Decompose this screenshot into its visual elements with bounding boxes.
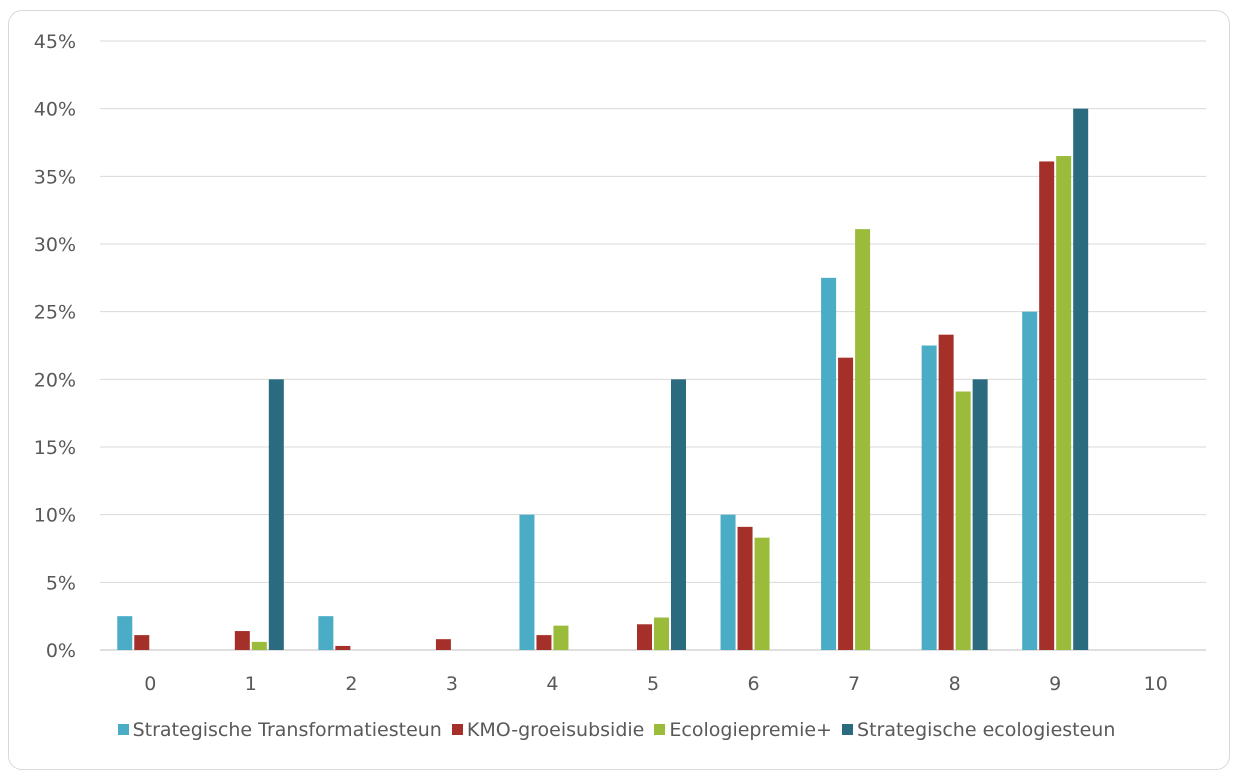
legend-item-kmo-groeisubsidie: KMO-groeisubsidie <box>451 718 645 741</box>
bar-strategische-transformatiesteun-4 <box>519 514 535 650</box>
x-tick-label: 4 <box>546 673 558 695</box>
legend-item-strategische-transformatiesteun: Strategische Transformatiesteun <box>117 718 442 741</box>
bar-strategische-ecologiesteun-1 <box>268 379 284 650</box>
bar-kmo-groeisubsidie-4 <box>536 635 552 650</box>
bar-ecologiepremie-9 <box>1056 156 1072 651</box>
bar-kmo-groeisubsidie-5 <box>637 624 652 650</box>
legend-item-strategische-ecologiesteun: Strategische ecologiesteun <box>842 719 1115 741</box>
x-tick-label: 7 <box>848 673 860 695</box>
bar-ecologiepremie-5 <box>654 617 669 650</box>
bar-kmo-groeisubsidie-3 <box>435 639 451 650</box>
bar-strategische-transformatiesteun-7 <box>821 277 837 650</box>
y-tick-label: 15% <box>34 437 76 459</box>
bar-ecologiepremie-4 <box>553 625 569 650</box>
gridlines <box>100 40 1206 651</box>
x-axis-labels: 0 1 2 3 4 5 6 7 8 9 10 <box>144 673 1168 695</box>
x-tick-label: 2 <box>345 673 357 695</box>
x-tick-label: 3 <box>446 673 458 695</box>
legend-label: Ecologiepremie+ <box>669 718 832 741</box>
bar-strategische-ecologiesteun-5 <box>671 379 686 650</box>
x-tick-label: 9 <box>1049 673 1061 695</box>
bar-strategische-ecologiesteun-9 <box>1073 108 1089 650</box>
y-tick-label: 40% <box>34 99 76 121</box>
y-tick-label: 30% <box>34 234 76 256</box>
y-tick-label: 35% <box>34 166 76 188</box>
y-tick-label: 5% <box>46 572 76 594</box>
bar-chart: 0% 5% 10% 15% 20% 25% 30% 35% 40% 45% 0 1 2 3 4 5 6 7 8 9 1… <box>34 31 1206 695</box>
bar-strategische-transformatiesteun-6 <box>720 514 736 650</box>
y-tick-label: 0% <box>46 640 76 662</box>
x-tick-label: 10 <box>1144 673 1168 695</box>
bar-strategische-transformatiesteun-8 <box>921 345 937 650</box>
y-tick-label: 25% <box>34 302 76 324</box>
bar-strategische-ecologiesteun-8 <box>972 379 988 650</box>
bar-kmo-groeisubsidie-1 <box>234 631 250 650</box>
y-axis-labels: 0% 5% 10% 15% 20% 25% 30% 35% 40% 45% <box>34 31 76 662</box>
legend-item-ecologiepremie: Ecologiepremie+ <box>654 719 832 741</box>
legend-label: KMO-groeisubsidie <box>466 718 645 741</box>
y-tick-label: 45% <box>34 31 76 53</box>
bar-kmo-groeisubsidie-7 <box>838 357 854 650</box>
bar-kmo-groeisubsidie-2 <box>335 645 351 650</box>
x-tick-label: 1 <box>245 673 257 695</box>
bar-ecologiepremie-6 <box>754 537 770 650</box>
legend-swatch <box>654 724 666 735</box>
bar-strategische-transformatiesteun-2 <box>318 616 334 650</box>
bars <box>117 108 1089 651</box>
legend-swatch <box>117 724 129 735</box>
y-tick-label: 10% <box>34 505 76 527</box>
bar-ecologiepremie-1 <box>251 641 267 650</box>
bar-strategische-transformatiesteun-0 <box>117 616 133 650</box>
bar-ecologiepremie-7 <box>855 229 871 650</box>
legend-swatch <box>842 724 854 735</box>
x-tick-label: 0 <box>144 673 156 695</box>
x-tick-label: 6 <box>747 673 759 695</box>
x-tick-label: 5 <box>647 673 659 695</box>
bar-kmo-groeisubsidie-8 <box>938 334 954 650</box>
bar-kmo-groeisubsidie-6 <box>737 526 753 650</box>
legend-label: Strategische ecologiesteun <box>857 718 1116 741</box>
bar-strategische-transformatiesteun-9 <box>1022 311 1038 650</box>
bar-kmo-groeisubsidie-0 <box>134 635 150 650</box>
y-tick-label: 20% <box>34 369 76 391</box>
legend-swatch <box>451 724 463 735</box>
x-tick-label: 8 <box>949 673 961 695</box>
legend: Strategische Transformatiesteun KMO-groe… <box>0 718 1233 741</box>
legend-label: Strategische Transformatiesteun <box>132 718 442 741</box>
bar-ecologiepremie-8 <box>955 391 971 650</box>
bar-kmo-groeisubsidie-9 <box>1039 161 1055 651</box>
